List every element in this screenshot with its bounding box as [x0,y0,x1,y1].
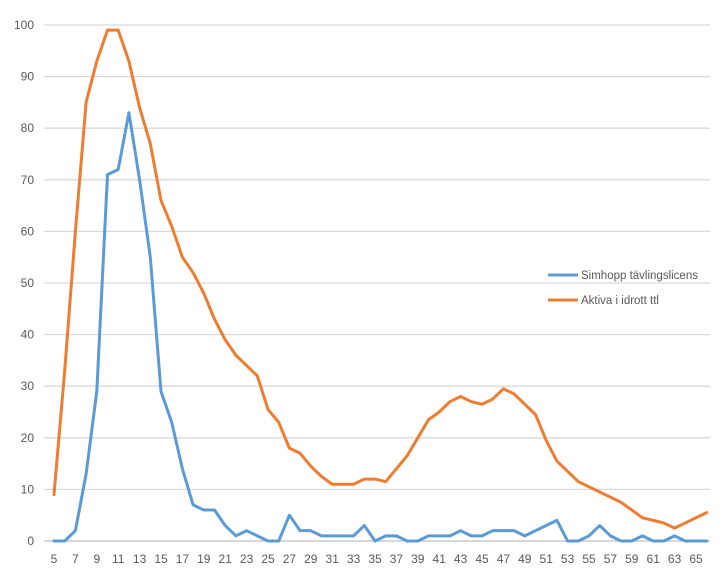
x-axis-ticks: 5 7 9 11 13 15 17 19 21 23 25 27 29 31 33 35 37 39 41 43 45 4… [51,552,703,566]
y-tick-label: 70 [21,173,35,187]
x-tick-label: 53 [561,552,575,566]
x-tick-label: 15 [154,552,168,566]
legend-label-0: Simhopp tävlingslicens [581,270,698,282]
y-tick-label: 50 [21,276,35,290]
x-tick-label: 45 [475,552,489,566]
series-lines [52,28,709,543]
series-line-0 [52,111,709,543]
x-tick-label: 47 [497,552,511,566]
y-tick-label: 0 [27,534,34,548]
x-tick-label: 17 [176,552,190,566]
x-tick-label: 39 [411,552,425,566]
y-tick-label: 90 [21,70,35,84]
y-axis-ticks: 0 10 20 30 40 50 60 70 80 90 100 [14,18,34,548]
y-tick-label: 40 [21,328,35,342]
y-tick-label: 30 [21,379,35,393]
x-tick-label: 13 [133,552,147,566]
gridlines [44,24,710,542]
x-tick-label: 19 [197,552,211,566]
x-tick-label: 31 [326,552,340,566]
x-tick-label: 51 [540,552,554,566]
x-tick-label: 5 [51,552,58,566]
x-tick-label: 59 [625,552,639,566]
x-tick-label: 37 [390,552,404,566]
x-tick-label: 55 [582,552,596,566]
x-tick-label: 35 [368,552,382,566]
x-tick-label: 29 [304,552,318,566]
x-tick-label: 63 [668,552,682,566]
x-tick-label: 21 [219,552,233,566]
x-tick-label: 9 [93,552,100,566]
y-tick-label: 10 [21,482,35,496]
x-tick-label: 33 [347,552,361,566]
x-tick-label: 23 [240,552,254,566]
y-tick-label: 20 [21,431,35,445]
x-tick-label: 41 [433,552,447,566]
x-tick-label: 11 [112,552,125,566]
legend-label-1: Aktiva i idrott ttl [581,295,659,307]
x-tick-label: 49 [518,552,532,566]
y-tick-label: 100 [14,18,34,32]
x-tick-label: 65 [689,552,703,566]
x-tick-label: 27 [283,552,297,566]
y-tick-label: 80 [21,121,35,135]
legend: Simhopp tävlingslicens Aktiva i idrott tt… [548,270,698,307]
x-tick-label: 43 [454,552,468,566]
series-line-1 [52,28,709,530]
x-tick-label: 57 [604,552,618,566]
x-tick-label: 61 [647,552,661,566]
x-tick-label: 7 [72,552,79,566]
x-tick-label: 25 [261,552,275,566]
y-tick-label: 60 [21,224,35,238]
